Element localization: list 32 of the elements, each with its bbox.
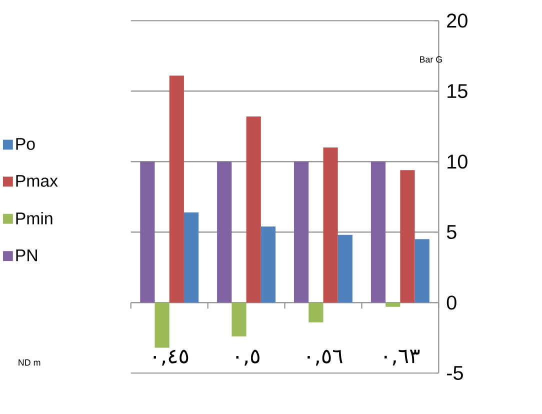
bar (169, 76, 184, 303)
y-tick-label: 15 (448, 84, 468, 98)
bar (246, 116, 261, 303)
bar (140, 162, 155, 303)
legend-label: Pmin (16, 212, 52, 224)
bar (184, 212, 199, 303)
bar (154, 302, 170, 348)
y-tick-label: -5 (446, 366, 463, 380)
bar (217, 162, 232, 303)
bar (294, 162, 309, 303)
bar (338, 234, 352, 303)
bar (400, 170, 415, 303)
bar (414, 239, 430, 303)
y-tick-label: 0 (446, 296, 456, 310)
legend-label: Po (16, 138, 35, 150)
y-tick-label: 20 (447, 14, 468, 28)
y-axis-title: Bar G (420, 56, 442, 63)
y-tick-label: 10 (448, 154, 468, 169)
legend-label: Pmax (16, 175, 58, 187)
y-tick-label: 5 (446, 225, 456, 240)
bar (232, 302, 246, 336)
x-tick-label: ٠,٦٣ (384, 350, 420, 366)
x-tick-label: ٠,٥٦ (308, 350, 342, 366)
bar (260, 226, 276, 303)
bar (308, 302, 324, 322)
x-tick-label: ٠,٤٥ (154, 350, 188, 366)
bar (386, 302, 400, 307)
x-tick-label: ٠,٥ (236, 350, 260, 366)
bar (323, 148, 338, 303)
bar (370, 162, 386, 303)
legend-label: PN (16, 250, 37, 262)
text: ND m (18, 359, 40, 366)
